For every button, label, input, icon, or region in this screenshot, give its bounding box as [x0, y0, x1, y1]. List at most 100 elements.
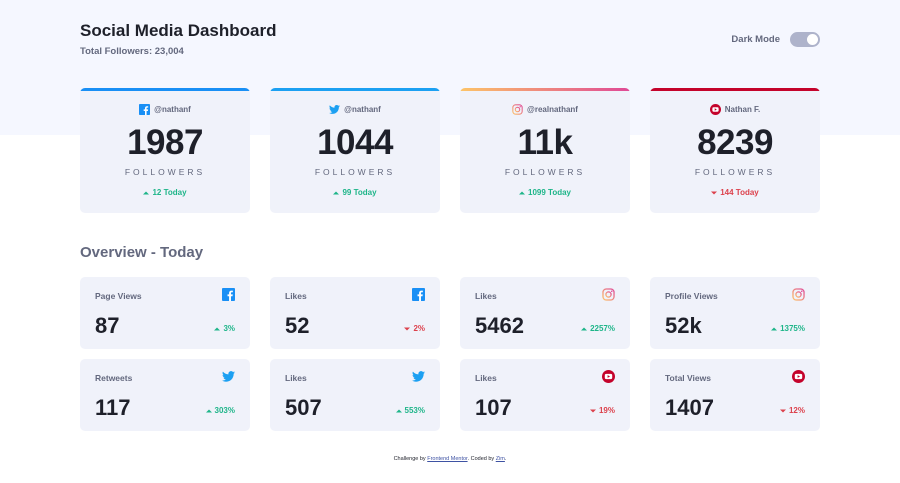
metric-change: 12% [779, 406, 805, 415]
attribution: Challenge by Frontend Mentor. Coded by Z… [0, 456, 900, 462]
followers-label: FOLLOWERS [504, 167, 586, 177]
metric-label: Likes [285, 373, 307, 383]
total-followers: Total Followers: 23,004 [80, 46, 184, 57]
metric-label: Retweets [95, 373, 133, 383]
metric-change: 19% [589, 406, 615, 415]
handle-row: @nathanf [270, 104, 440, 115]
metric-value: 107 [475, 395, 512, 420]
instagram-icon [792, 288, 805, 301]
twitter-icon [329, 104, 341, 115]
metric-value: 117 [95, 395, 131, 420]
dark-mode-toggle[interactable] [790, 32, 820, 47]
followers-label: FOLLOWERS [124, 167, 206, 177]
handle: @nathanf [154, 105, 191, 114]
card-accent-bar [650, 88, 820, 91]
metric-change-text: 2% [413, 324, 425, 333]
metric-change-text: 1375% [780, 324, 805, 333]
followers-cards: @nathanf 1987 FOLLOWERS 12 Today @nathanf 104… [80, 88, 820, 213]
metric-change-text: 553% [404, 406, 425, 415]
youtube-icon [602, 370, 615, 383]
today-change: 144 Today [650, 188, 820, 197]
metric-change-text: 2257% [590, 324, 615, 333]
metric-value: 1407 [665, 395, 714, 420]
toggle-knob [807, 34, 818, 45]
metric-change: 3% [214, 324, 235, 333]
follower-count: 1044 [317, 123, 393, 162]
footer-suffix: . [504, 456, 507, 462]
metric-change-text: 303% [214, 406, 235, 415]
metric-change-text: 12% [788, 406, 805, 415]
twitter-icon [412, 370, 425, 383]
facebook-icon [222, 288, 235, 301]
handle-row: @realnathanf [460, 104, 630, 115]
metric-label: Total Views [665, 373, 711, 383]
dark-mode-label: Dark Mode [731, 34, 780, 45]
card-accent-bar [270, 88, 440, 91]
overview-card[interactable]: Retweets 117 303% [80, 359, 250, 431]
youtube-icon [792, 370, 805, 383]
facebook-icon [412, 288, 425, 301]
metric-change: 303% [205, 406, 235, 415]
overview-card[interactable]: Likes 107 19% [460, 359, 630, 431]
author-link[interactable]: Zim [495, 456, 505, 462]
youtube-icon [709, 104, 721, 115]
today-change-text: 144 Today [720, 188, 759, 197]
overview-card[interactable]: Page Views 87 3% [80, 277, 250, 349]
follower-card-facebook[interactable]: @nathanf 1987 FOLLOWERS 12 Today [80, 88, 250, 213]
handle: @realnathanf [527, 105, 578, 114]
today-change: 99 Today [270, 188, 440, 197]
metric-value: 52k [665, 313, 702, 338]
today-change: 12 Today [80, 188, 250, 197]
twitter-icon [222, 370, 235, 383]
overview-title: Overview - Today [80, 244, 204, 261]
instagram-icon [602, 288, 615, 301]
metric-change: 553% [395, 406, 425, 415]
metric-label: Likes [475, 373, 497, 383]
overview-card[interactable]: Profile Views 52k 1375% [650, 277, 820, 349]
handle: Nathan F. [724, 105, 761, 114]
overview-grid: Page Views 87 3% Likes 52 2% Likes 5462 2257% Pro… [80, 277, 820, 431]
follower-card-twitter[interactable]: @nathanf 1044 FOLLOWERS 99 Today [270, 88, 440, 213]
metric-change: 1375% [771, 324, 805, 333]
follower-card-youtube[interactable]: Nathan F. 8239 FOLLOWERS 144 Today [650, 88, 820, 213]
handle-row: @nathanf [80, 104, 250, 115]
follower-card-instagram[interactable]: @realnathanf 11k FOLLOWERS 1099 Today [460, 88, 630, 213]
follower-count: 8239 [697, 123, 773, 162]
frontend-mentor-link[interactable]: Frontend Mentor [427, 456, 468, 462]
instagram-icon [512, 104, 523, 115]
overview-card[interactable]: Likes 5462 2257% [460, 277, 630, 349]
today-change-text: 1099 Today [528, 188, 571, 197]
metric-change-text: 3% [223, 324, 235, 333]
footer-prefix: Challenge by [393, 456, 428, 462]
overview-card[interactable]: Total Views 1407 12% [650, 359, 820, 431]
dashboard-header: Social Media Dashboard Total Followers: … [80, 22, 820, 62]
today-change-text: 12 Today [152, 188, 187, 197]
metric-change: 2257% [581, 324, 615, 333]
today-change-text: 99 Today [342, 188, 377, 197]
metric-value: 52 [285, 313, 310, 338]
followers-label: FOLLOWERS [694, 167, 776, 177]
footer-middle: . Coded by [467, 456, 496, 462]
card-accent-bar [460, 88, 630, 91]
metric-value: 87 [95, 313, 120, 338]
dark-mode-control: Dark Mode [731, 32, 820, 47]
metric-change-text: 19% [598, 406, 615, 415]
metric-value: 5462 [475, 313, 524, 338]
follower-count: 11k [517, 123, 573, 162]
card-accent-bar [80, 88, 250, 91]
metric-label: Page Views [95, 291, 142, 301]
metric-value: 507 [285, 395, 322, 420]
handle-row: Nathan F. [650, 104, 820, 115]
overview-card[interactable]: Likes 507 553% [270, 359, 440, 431]
page-title: Social Media Dashboard [80, 21, 277, 40]
today-change: 1099 Today [460, 188, 630, 197]
handle: @nathanf [344, 105, 381, 114]
facebook-icon [139, 104, 151, 115]
overview-card[interactable]: Likes 52 2% [270, 277, 440, 349]
metric-label: Likes [475, 291, 497, 301]
metric-label: Likes [285, 291, 307, 301]
metric-change: 2% [404, 324, 425, 333]
metric-label: Profile Views [665, 291, 718, 301]
followers-label: FOLLOWERS [314, 167, 396, 177]
follower-count: 1987 [127, 123, 203, 162]
